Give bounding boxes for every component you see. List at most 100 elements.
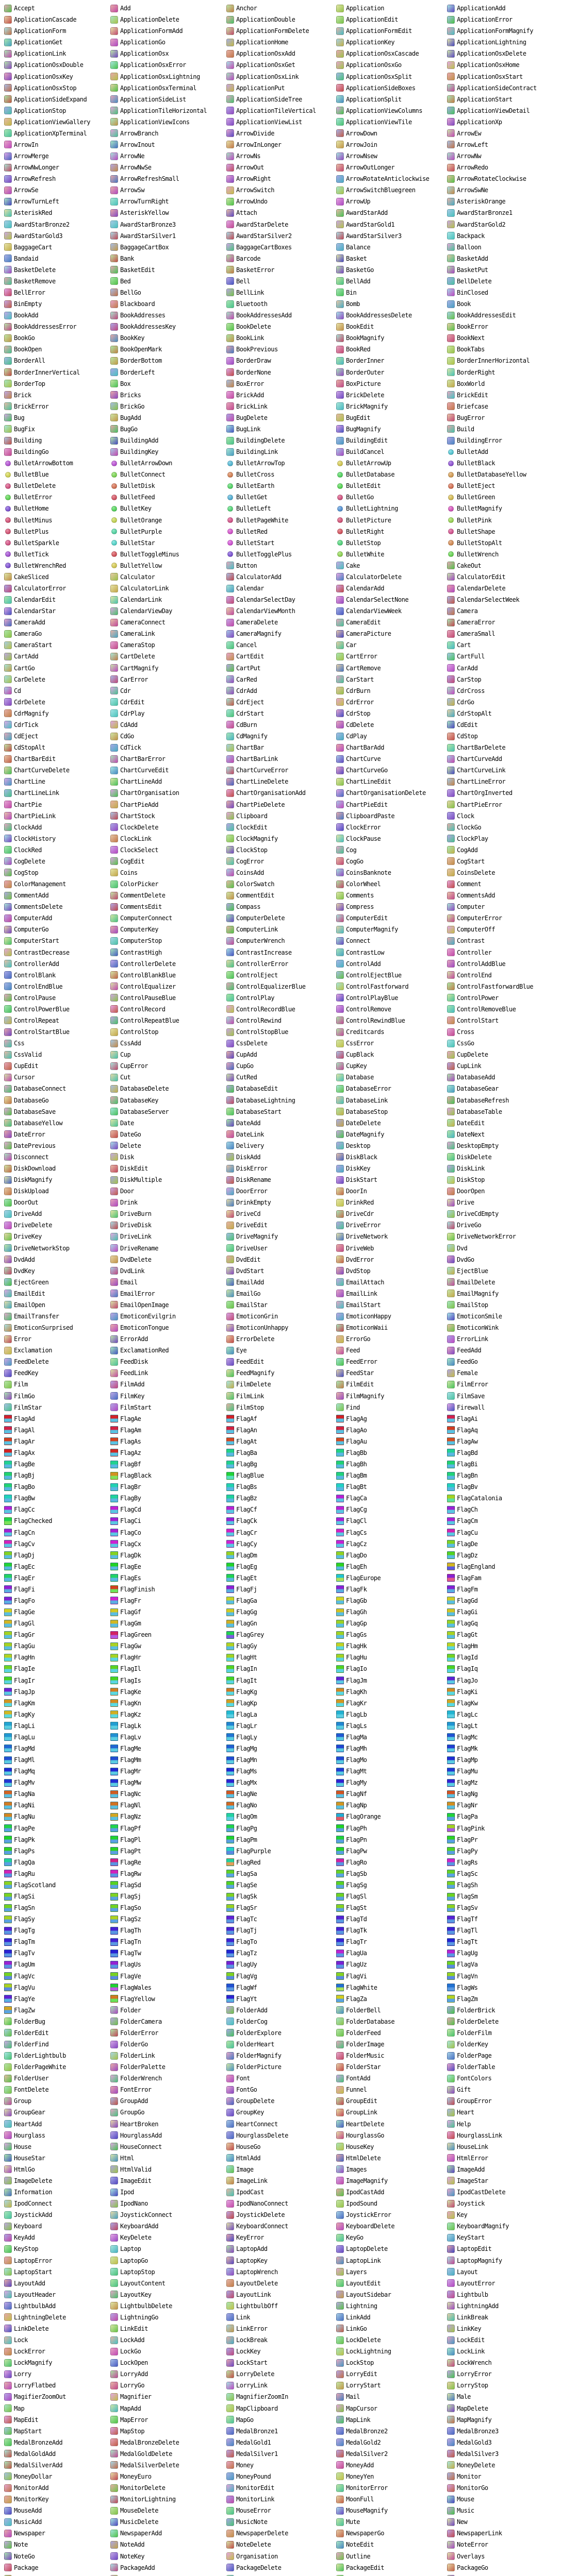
flag-cx-icon xyxy=(110,1540,118,1548)
icon-list-item: FlagKw xyxy=(443,1698,577,1709)
icon-list-item: EmoticonTongue xyxy=(106,1322,222,1333)
icon-label: EmailOpen xyxy=(14,1301,45,1309)
folder-feed-icon xyxy=(336,2029,344,2037)
icon-list-item: BaggageCartBox xyxy=(106,242,222,253)
icon-list-item: ControlPauseBlue xyxy=(106,992,222,1004)
icon-label: FlagNl xyxy=(120,1802,141,1809)
flag-iq-icon xyxy=(447,1665,455,1673)
icon-label: FlagAg xyxy=(346,1415,367,1422)
icon-label: Computer xyxy=(457,903,485,911)
icon-list-item: ControlRepeat xyxy=(0,1015,106,1026)
monitor-link-icon xyxy=(226,2495,234,2503)
icon-label: MedalBronzeDelete xyxy=(120,2438,179,2446)
icon-label: FlagBz xyxy=(236,1495,257,1502)
flag-gn-icon xyxy=(226,1619,234,1628)
icon-label: BellLink xyxy=(236,289,264,296)
car-stop-icon xyxy=(447,675,455,684)
icon-list-item: ApplicationFormEdit xyxy=(332,25,443,37)
icon-list-item: LayoutSidebar xyxy=(332,2289,443,2300)
icon-list-item: BulletWrenchRed xyxy=(0,560,106,571)
magifier-zoom-out-icon xyxy=(4,2393,12,2401)
heart-connect-icon xyxy=(226,2120,234,2128)
icon-list-item: BookLink xyxy=(222,332,332,344)
brick-go-icon xyxy=(110,402,118,411)
icon-label: MedalSilverAdd xyxy=(14,2461,63,2469)
medal-silver-2-icon xyxy=(336,2450,344,2458)
icon-label: FlagHu xyxy=(346,1654,367,1662)
icon-list-item: CdrEject xyxy=(222,697,332,708)
icon-list-item: ArrowNsew xyxy=(332,150,443,162)
icon-label: MedalSilver3 xyxy=(457,2450,499,2458)
error-link-icon xyxy=(447,1335,455,1343)
icon-label: ChartBarDelete xyxy=(457,744,506,752)
icon-list-item: ChartBarDelete xyxy=(443,742,577,753)
comments-edit-icon xyxy=(110,903,118,911)
icon-label: PackageDelete xyxy=(236,2564,282,2571)
icon-label: MedalSilver1 xyxy=(236,2450,278,2458)
icon-label: DriveAdd xyxy=(14,1210,42,1218)
control-eject-blue-icon xyxy=(336,971,344,979)
icon-list-item: CdrPlay xyxy=(106,708,222,719)
lorry-error-icon xyxy=(447,2370,455,2378)
drive-burn-icon xyxy=(110,1210,118,1218)
icon-label: FlagKn xyxy=(120,1699,141,1707)
icon-label: ComputerOff xyxy=(457,926,495,934)
icon-label: Email xyxy=(120,1278,138,1286)
film-magnify-icon xyxy=(336,1392,344,1400)
icon-list-item: FlagMm xyxy=(106,1754,222,1766)
icon-list-item: Film xyxy=(0,1379,106,1390)
icon-label: ChartOrgInverted xyxy=(457,789,513,797)
icon-list-item: Bin xyxy=(332,287,443,298)
joystick-error-icon xyxy=(336,2211,344,2219)
flag-af-icon xyxy=(226,1415,234,1423)
layers-icon xyxy=(336,2268,344,2276)
icon-label: FolderFilm xyxy=(457,2029,492,2037)
icon-list-item: FlagTr xyxy=(332,1936,443,1947)
flag-sz-icon xyxy=(110,1915,118,1923)
box-picture-icon xyxy=(336,380,344,388)
icon-label: FlagKi xyxy=(457,1688,478,1696)
icon-list-item: BuildingKey xyxy=(106,446,222,457)
flag-gp-icon xyxy=(336,1619,344,1628)
icon-list-item: ClockGo xyxy=(443,822,577,833)
flag-bm-icon xyxy=(336,1471,344,1480)
icon-label: FlagSv xyxy=(457,1904,478,1912)
book-add-icon xyxy=(4,311,12,319)
icon-label: FlagRe xyxy=(120,1858,141,1866)
icon-label: House xyxy=(14,2143,31,2150)
icon-list-item: BookEdit xyxy=(332,321,443,332)
icon-list-item: FlagBz xyxy=(222,1493,332,1504)
eject-green-icon xyxy=(4,1278,12,1286)
application-view-list-icon xyxy=(226,118,234,126)
clock-select-icon xyxy=(110,846,118,854)
cart-remove-icon xyxy=(336,664,344,672)
icon-label: Heart xyxy=(457,2109,474,2116)
icon-label: FlagAr xyxy=(14,1437,35,1445)
application-error-icon xyxy=(447,15,455,24)
lock-delete-icon xyxy=(336,2336,344,2344)
connect-icon xyxy=(336,937,344,945)
icon-label: PackageEdit xyxy=(346,2564,384,2571)
icon-list-item: BookTabs xyxy=(443,344,577,355)
creditcards-icon xyxy=(336,1028,344,1036)
icon-label: Building xyxy=(14,437,42,444)
icon-label: ChartLineEdit xyxy=(346,778,391,786)
application-key-icon xyxy=(336,38,344,46)
icon-list-item: FeedMagnify xyxy=(222,1367,332,1379)
icon-label: BookAddressesDelete xyxy=(346,312,412,319)
icon-label: BulletLeft xyxy=(236,505,271,513)
icon-label: FlagKm xyxy=(14,1699,35,1707)
building-icon xyxy=(4,436,12,445)
flag-va-icon xyxy=(447,1960,455,1969)
flag-mq-icon xyxy=(4,1767,12,1775)
icon-label: LockLightning xyxy=(346,2348,391,2355)
icon-list-item: ArrowInLonger xyxy=(222,139,332,150)
icon-label: FlagGi xyxy=(457,1608,478,1616)
icon-label: ChartCurveGo xyxy=(346,767,388,774)
icon-label: ControlEjectBlue xyxy=(346,971,402,979)
lightbulb-off-icon xyxy=(226,2302,234,2310)
icon-label: DateNext xyxy=(457,1130,485,1138)
icon-list-item: LorryError xyxy=(443,2368,577,2380)
calendar-view-week-icon xyxy=(336,607,344,615)
control-repeat-icon xyxy=(4,1016,12,1025)
